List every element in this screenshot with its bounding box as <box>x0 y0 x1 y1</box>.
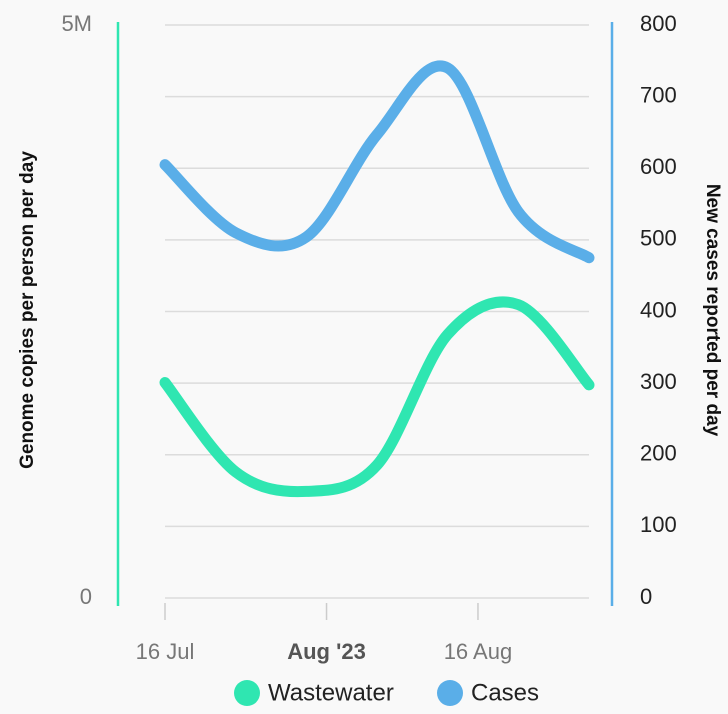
y2-tick-label: 100 <box>640 512 677 537</box>
legend-label: Cases <box>471 679 539 706</box>
series-line <box>159 296 595 498</box>
legend-swatch <box>437 680 463 706</box>
x-tick-label: Aug '23 <box>287 639 366 664</box>
y2-tick-label: 400 <box>640 297 677 322</box>
y2-tick-label: 800 <box>640 11 677 36</box>
legend-swatch <box>234 680 260 706</box>
y-tick-label: 5M <box>61 11 92 36</box>
y2-tick-label: 0 <box>640 584 652 609</box>
y2-tick-label: 700 <box>640 82 677 107</box>
y-tick-label: 0 <box>80 584 92 609</box>
y2-tick-label: 200 <box>640 441 677 466</box>
y2-tick-label: 300 <box>640 369 677 394</box>
x-tick-label: 16 Aug <box>444 639 513 664</box>
y2-axis-title: New cases reported per day <box>702 184 723 437</box>
y2-tick-label: 500 <box>640 226 677 251</box>
y-axis-title: Genome copies per person per day <box>17 151 38 469</box>
legend-label: Wastewater <box>268 679 394 706</box>
y2-tick-label: 600 <box>640 154 677 179</box>
series-line <box>159 60 595 264</box>
x-tick-label: 16 Jul <box>136 639 195 664</box>
